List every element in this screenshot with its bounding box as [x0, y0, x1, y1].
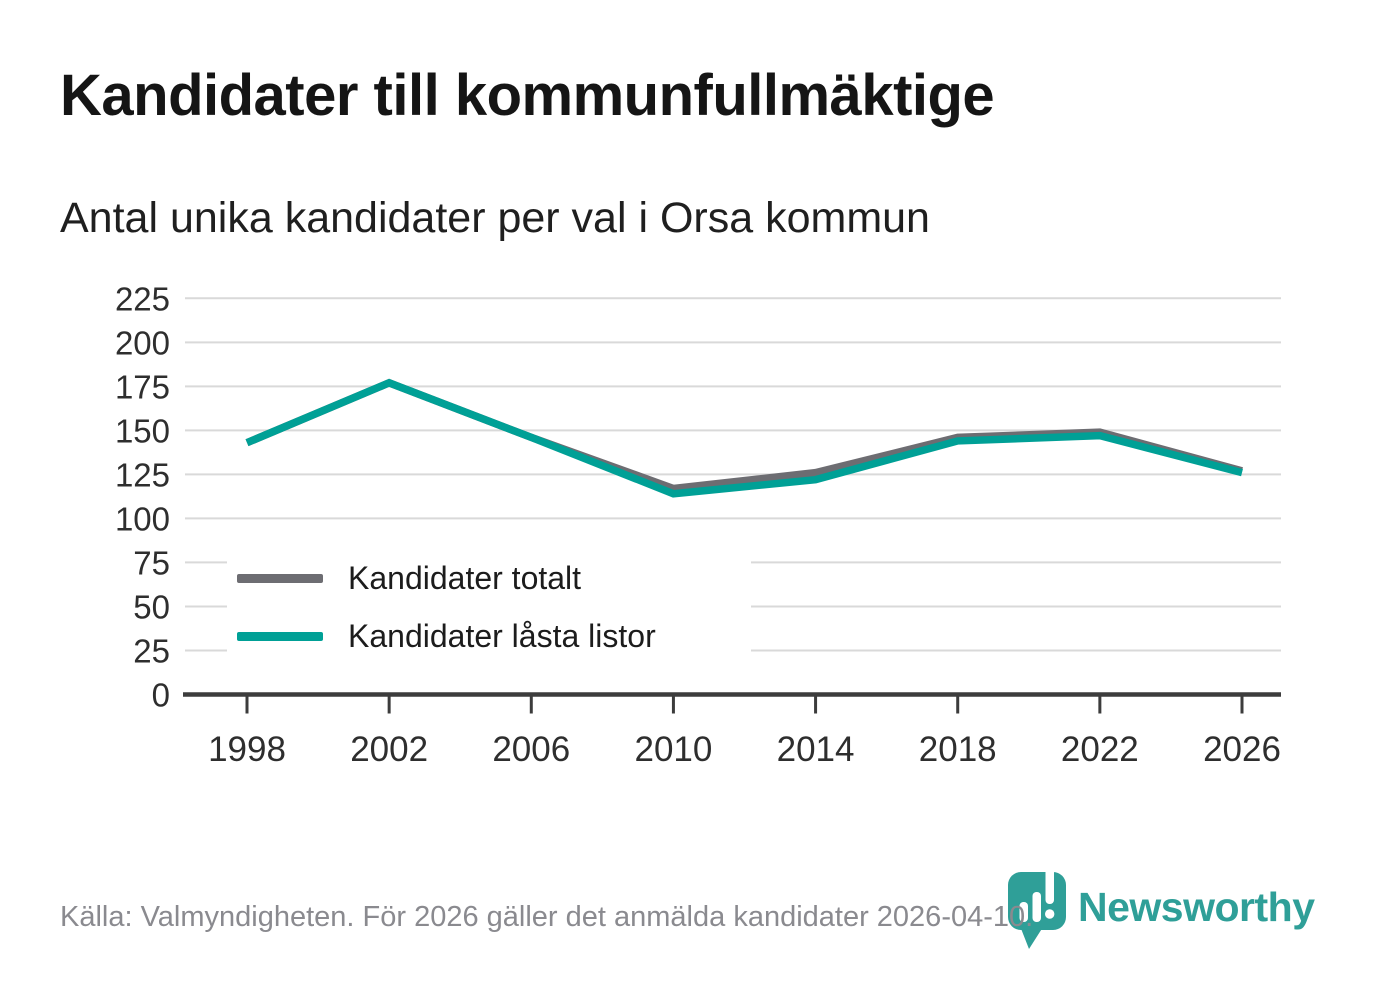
y-axis-label: 200 [115, 324, 170, 361]
x-axis-label: 2014 [777, 730, 855, 769]
chart-legend: Kandidater totalt Kandidater låsta listo… [227, 549, 751, 665]
legend-swatch-total [237, 573, 323, 583]
legend-item-locked-lists: Kandidater låsta listor [227, 618, 751, 655]
y-axis-label: 50 [133, 588, 170, 625]
y-axis-label: 0 [152, 677, 170, 714]
x-axis-label: 2010 [634, 730, 712, 769]
legend-item-total: Kandidater totalt [227, 560, 751, 597]
x-axis-label: 2002 [350, 730, 428, 769]
legend-label-locked-lists: Kandidater låsta listor [348, 617, 656, 654]
x-axis-label: 2022 [1061, 730, 1139, 769]
page-title: Kandidater till kommunfullmäktige [60, 63, 995, 128]
x-axis-label: 1998 [208, 730, 286, 769]
x-axis-label: 2006 [492, 730, 570, 769]
source-note: Källa: Valmyndigheten. För 2026 gäller d… [60, 901, 1034, 933]
y-axis-label: 25 [133, 632, 170, 669]
y-axis-label: 125 [115, 456, 170, 493]
y-axis-label: 175 [115, 368, 170, 405]
y-axis-label: 225 [115, 280, 170, 317]
legend-swatch-locked-lists [237, 631, 323, 641]
x-axis-label: 2026 [1203, 730, 1281, 769]
y-axis-label: 75 [133, 544, 170, 581]
y-axis-label: 100 [115, 500, 170, 537]
newsworthy-logo: Newsworthy [1006, 864, 1326, 954]
series-line-locked-lists [245, 378, 1243, 498]
x-axis-label: 2018 [919, 730, 997, 769]
brand-name: Newsworthy [1078, 884, 1315, 930]
chart-subtitle: Antal unika kandidater per val i Orsa ko… [60, 194, 930, 242]
y-axis-label: 150 [115, 412, 170, 449]
newsworthy-pin-icon [1008, 866, 1066, 949]
legend-label-total: Kandidater totalt [348, 559, 582, 596]
